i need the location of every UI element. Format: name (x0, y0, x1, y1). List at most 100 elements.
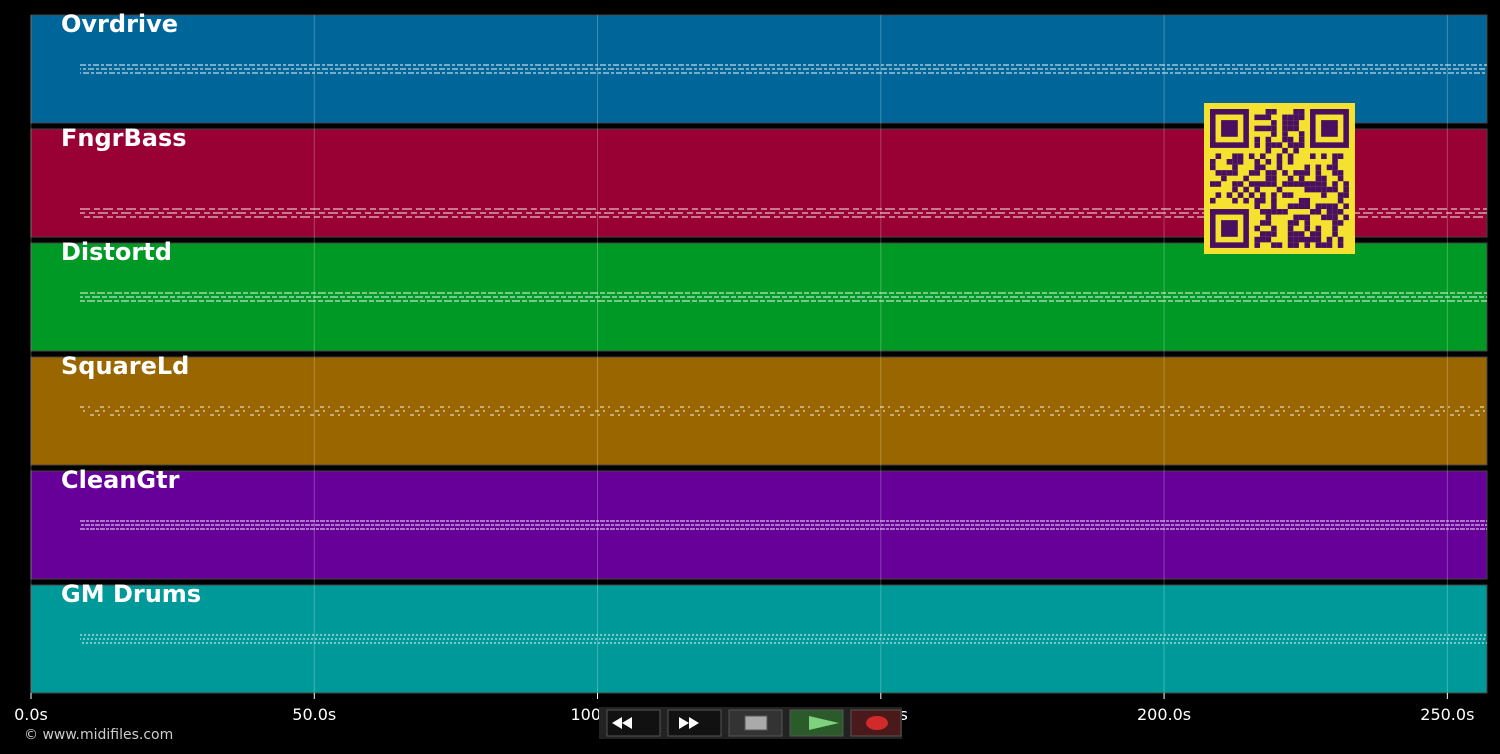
qr-module (1254, 142, 1261, 148)
qr-module (1343, 203, 1349, 210)
qr-module (1260, 231, 1266, 237)
qr-module (1298, 142, 1305, 148)
track-name: GM Drums (61, 580, 201, 608)
qr-module (1304, 181, 1311, 187)
qr-module (1232, 186, 1238, 193)
qr-module (1210, 159, 1216, 165)
qr-module (1332, 225, 1338, 232)
qr-module (1265, 220, 1272, 226)
rewind-button[interactable] (606, 709, 661, 737)
x-tick-label: 50.0s (292, 705, 336, 724)
qr-module (1287, 242, 1294, 248)
qr-module (1271, 120, 1277, 126)
record-button[interactable] (850, 709, 902, 737)
stop-button[interactable] (728, 709, 783, 737)
forward-button[interactable] (667, 709, 722, 737)
qr-module (1326, 164, 1333, 171)
qr-module (1282, 125, 1288, 132)
qr-module (1282, 170, 1288, 176)
qr-module (1315, 181, 1322, 187)
qr-module (1276, 186, 1283, 193)
qr-module (1226, 170, 1233, 176)
qr-module (1293, 236, 1299, 243)
qr-module (1293, 214, 1299, 221)
qr-module (1243, 197, 1249, 204)
qr-module (1321, 186, 1327, 193)
qr-module (1265, 209, 1272, 215)
qr-module (1271, 203, 1277, 210)
qr-module (1298, 136, 1305, 143)
qr-module (1243, 186, 1249, 193)
qr-module (1265, 114, 1272, 121)
qr-module (1265, 136, 1272, 143)
qr-module (1282, 131, 1288, 137)
qr-module (1304, 164, 1311, 171)
qr-module (1265, 159, 1272, 165)
qr-module (1337, 197, 1344, 204)
qr-module (1254, 170, 1261, 176)
qr-module (1260, 181, 1266, 187)
qr-module (1298, 236, 1305, 243)
qr-module (1293, 114, 1299, 121)
qr-module (1287, 192, 1294, 198)
qr-module (1287, 136, 1294, 143)
qr-module (1265, 170, 1272, 176)
qr-module (1276, 242, 1283, 248)
qr-module (1276, 159, 1283, 165)
qr-module (1254, 186, 1261, 193)
qr-module (1254, 164, 1261, 171)
qr-module (1321, 153, 1327, 160)
qr-module (1337, 192, 1344, 198)
grid (30, 15, 1448, 699)
qr-finder (1221, 120, 1238, 137)
qr-module (1298, 170, 1305, 176)
qr-module (1215, 192, 1222, 198)
qr-module (1271, 225, 1277, 232)
play-button[interactable] (789, 709, 844, 737)
qr-module (1282, 120, 1288, 126)
qr-module (1326, 236, 1333, 243)
qr-module (1271, 125, 1277, 132)
qr-module (1310, 236, 1316, 243)
qr-module (1304, 203, 1311, 210)
qr-module (1332, 181, 1338, 187)
x-tick-label: 0.0s (14, 705, 48, 724)
qr-module (1310, 231, 1316, 237)
qr-module (1260, 220, 1266, 226)
qr-module (1271, 142, 1277, 148)
qr-module (1287, 203, 1294, 210)
qr-module (1221, 175, 1227, 182)
qr-module (1310, 153, 1316, 160)
qr-module (1321, 181, 1327, 187)
qr-module (1254, 181, 1261, 187)
qr-module (1321, 192, 1327, 198)
footer: © www.midifiles.com (24, 727, 173, 743)
track-name: SquareLd (61, 352, 189, 380)
qr-module (1321, 203, 1327, 210)
qr-module (1210, 164, 1216, 171)
transport (599, 707, 902, 739)
qr-module (1282, 192, 1288, 198)
qr-module (1332, 214, 1338, 221)
qr-module (1254, 159, 1261, 165)
qr-module (1248, 153, 1255, 160)
qr-module (1226, 192, 1233, 198)
qr-module (1304, 197, 1311, 204)
track-name: Distortd (61, 238, 172, 266)
qr-module (1243, 175, 1249, 182)
qr-module (1287, 231, 1294, 237)
qr-module (1315, 170, 1322, 176)
qr-module (1237, 192, 1244, 198)
qr-module (1293, 203, 1299, 210)
qr-module (1326, 214, 1333, 221)
qr-module (1254, 125, 1261, 132)
qr-module (1265, 181, 1272, 187)
qr-module (1293, 242, 1299, 248)
qr-module (1221, 170, 1227, 176)
qr-module (1215, 181, 1222, 187)
qr-module (1287, 125, 1294, 132)
qr-module (1321, 175, 1327, 182)
qr-module (1315, 164, 1322, 171)
qr-module (1265, 147, 1272, 154)
qr-module (1282, 181, 1288, 187)
